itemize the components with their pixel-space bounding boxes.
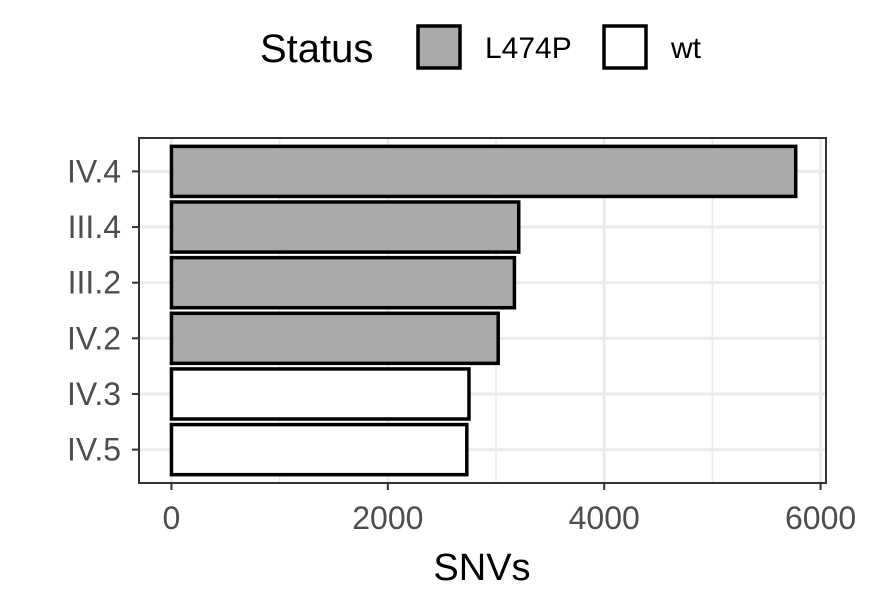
y-tick-label: IV.2 [67,320,121,356]
x-axis-title: SNVs [433,547,530,589]
y-tick-label: IV.3 [67,376,121,412]
bar-iii-4 [169,200,521,254]
y-tick-label: III.2 [68,265,121,301]
legend-title: Status [260,27,373,71]
y-tick-label: IV.5 [67,432,121,468]
bar-iii-2 [169,255,517,310]
x-tick-label: 6000 [785,500,856,536]
x-tick-label: 0 [163,500,181,536]
legend-label-wt: wt [670,32,702,65]
bar-iv-4 [169,144,798,199]
bars [169,144,798,477]
y-tick-label: III.4 [68,209,121,245]
x-axis: 0 2000 4000 6000 [163,483,856,536]
bar-iv-2 [169,311,500,366]
legend-swatch-l474p [416,24,462,70]
legend: Status L474P wt [260,24,702,71]
bar-iv-3 [169,367,471,421]
legend-swatch-wt [602,24,648,70]
legend-label-l474p: L474P [485,32,572,65]
x-tick-label: 4000 [569,500,640,536]
x-tick-label: 2000 [352,500,423,536]
bar-iv-5 [169,422,469,477]
y-tick-label: IV.4 [67,153,121,189]
panel-border [138,137,827,484]
y-axis: IV.4 III.4 III.2 IV.2 IV.3 IV.5 [67,153,139,468]
